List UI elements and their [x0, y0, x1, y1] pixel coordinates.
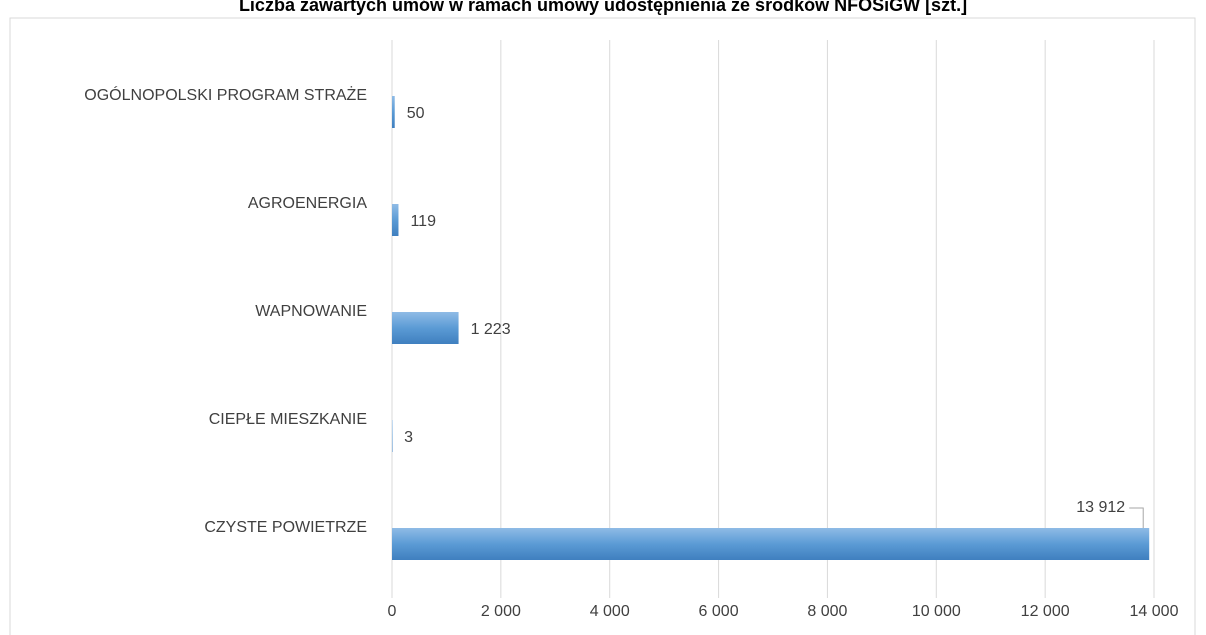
y-tick-label: AGROENERGIA [248, 195, 367, 212]
bar [392, 528, 1150, 560]
data-label: 3 [404, 429, 413, 446]
y-tick-label: CIEPŁE MIESZKANIE [209, 411, 367, 428]
x-tick-label: 4 000 [590, 603, 630, 620]
x-tick-label: 12 000 [1021, 603, 1070, 620]
y-tick-label: WAPNOWANIE [255, 303, 367, 320]
x-tick-label: 8 000 [807, 603, 847, 620]
y-tick-label: OGÓLNOPOLSKI PROGRAM STRAŻE [84, 85, 367, 104]
bar [392, 204, 399, 236]
x-tick-label: 0 [388, 603, 397, 620]
data-label: 50 [407, 105, 425, 122]
chart-title: Liczba zawartych umów w ramach umowy udo… [239, 0, 967, 15]
data-label: 1 223 [471, 321, 511, 338]
bar [392, 312, 459, 344]
x-tick-label: 6 000 [699, 603, 739, 620]
data-label: 13 912 [1076, 499, 1125, 516]
bar [392, 96, 395, 128]
y-tick-label: CZYSTE POWIETRZE [204, 519, 367, 536]
data-label: 119 [410, 213, 436, 230]
bar [392, 420, 393, 452]
x-tick-label: 14 000 [1130, 603, 1179, 620]
leader-line [1129, 507, 1144, 528]
x-tick-label: 2 000 [481, 603, 521, 620]
x-tick-label: 10 000 [912, 603, 961, 620]
